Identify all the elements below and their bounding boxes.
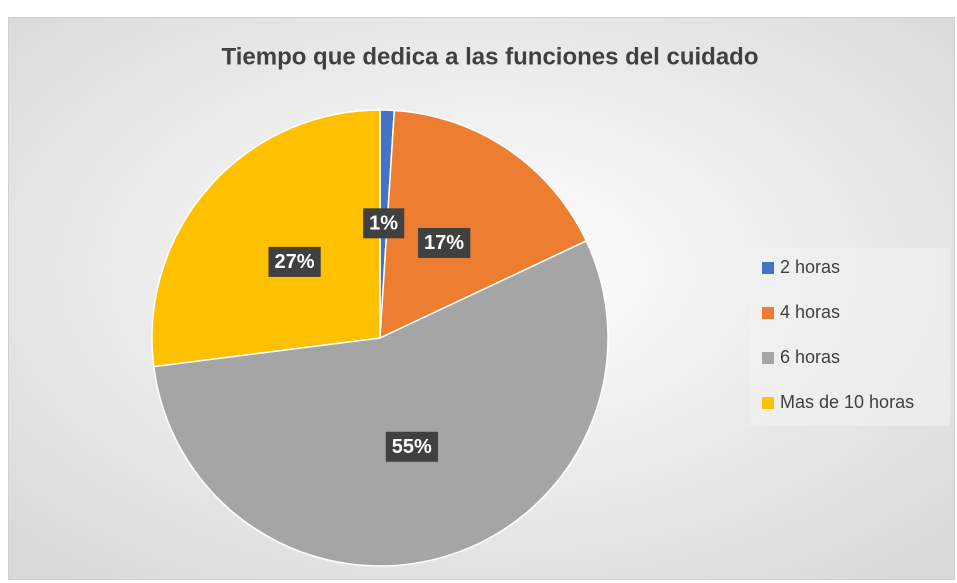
pie-slice xyxy=(151,109,381,368)
data-label-box xyxy=(385,431,439,462)
legend-label: Mas de 10 horas xyxy=(780,392,914,412)
data-label: 27% xyxy=(274,251,314,273)
data-label: 17% xyxy=(424,232,464,254)
legend-label: 2 horas xyxy=(780,257,840,277)
legend-swatch xyxy=(762,307,774,319)
pie-slice xyxy=(152,239,609,567)
legend-label: 6 horas xyxy=(780,347,840,367)
legend-box xyxy=(750,248,950,426)
data-label-box xyxy=(363,208,405,239)
legend-swatch xyxy=(762,397,774,409)
chart-title: Tiempo que dedica a las funciones del cu… xyxy=(221,43,758,70)
legend-swatch xyxy=(762,352,774,364)
legend-swatch xyxy=(762,262,774,274)
data-label-box xyxy=(418,227,471,258)
data-label-box xyxy=(268,246,321,277)
pie-slice xyxy=(379,109,588,340)
data-label: 55% xyxy=(392,436,432,458)
data-label: 1% xyxy=(369,212,398,234)
legend-label: 4 horas xyxy=(780,302,840,322)
